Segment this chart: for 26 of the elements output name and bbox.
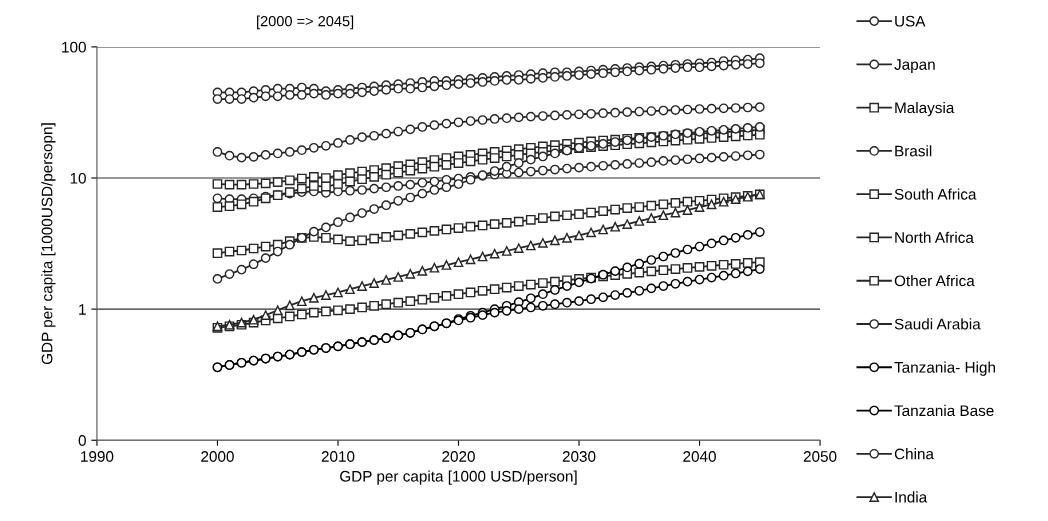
legend-label: Japan (894, 59, 935, 73)
y-tick-label: 10 (70, 172, 86, 184)
x-tick-label: 2020 (442, 451, 475, 462)
x-tick-label: 1990 (81, 451, 114, 462)
x-tick-label: 2050 (803, 451, 837, 462)
y-tick-label: 1 (79, 304, 86, 315)
x-axis-title: GDP per capita [1000 USD/person] (340, 470, 577, 485)
legend-label: Tanzania Base (894, 404, 994, 417)
legend-label: Malaysia (895, 101, 955, 117)
y-tick-label: 0 (78, 435, 86, 446)
legend-label: USA (895, 15, 926, 27)
legend-label: South Africa (894, 188, 977, 200)
x-tick-label: 2030 (562, 451, 596, 462)
x-tick-label: 2000 (201, 451, 234, 462)
legend-label: North Africa (895, 231, 974, 243)
legend-label: China (894, 448, 934, 460)
x-tick-label: 2010 (321, 451, 355, 462)
legend-label: Saudi Arabia (894, 318, 981, 330)
x-tick-label: 2040 (683, 451, 716, 462)
chart-title: [2000 => 2045] (257, 15, 354, 30)
legend-label: Tanzania- High (894, 361, 995, 376)
y-axis-title: GDP per capita [1000USD/persopn] (41, 123, 56, 365)
legend-label: Other Africa (894, 275, 975, 287)
y-tick-label: 100 (62, 41, 86, 53)
legend-label: Brasil (895, 145, 932, 157)
legend-label: India (895, 491, 928, 503)
